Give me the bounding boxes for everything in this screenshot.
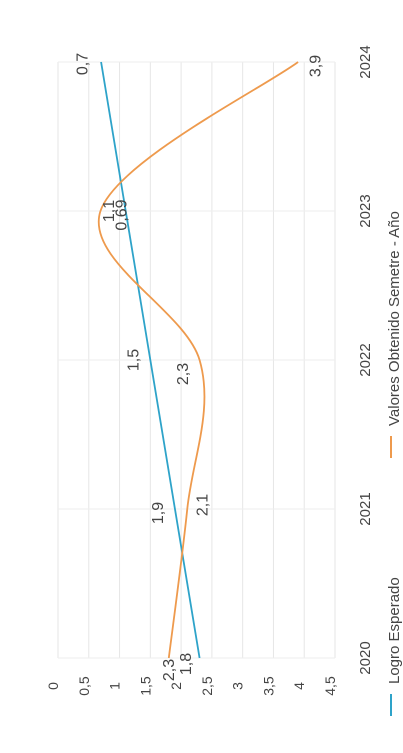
value-tick-label: 0: [45, 682, 61, 690]
value-tick-label: 2: [168, 682, 184, 690]
data-label: 2,3: [161, 659, 178, 681]
value-tick-label: 4: [291, 682, 307, 690]
legend-label: Valores Obtenido Semetre - Año: [386, 211, 403, 426]
value-tick-label: 1,5: [137, 676, 153, 696]
year-tick-label: 2023: [357, 194, 374, 227]
legend-label: Logro Esperado: [386, 577, 403, 684]
data-label: 0,7: [74, 53, 91, 75]
value-tick-label: 0,5: [76, 676, 92, 696]
legend: Logro Esperado Valores Obtenido Semetre -…: [386, 211, 403, 716]
value-tick-label: 3: [230, 682, 246, 690]
data-label: 2,1: [194, 494, 211, 516]
series-line-logro-esperado: [100, 61, 201, 659]
grid: [57, 61, 336, 659]
value-tick-label: 2,5: [199, 676, 215, 696]
year-tick-label: 2022: [357, 343, 374, 376]
value-tick-label: 1: [107, 682, 123, 690]
data-label: 3,9: [307, 55, 324, 77]
value-tick-label: 3,5: [260, 676, 276, 696]
data-label: 1,8: [178, 653, 195, 675]
year-tick-label: 2024: [357, 45, 374, 78]
series-lines: [97, 61, 299, 659]
year-tick-label: 2020: [357, 641, 374, 674]
data-label: 2,3: [175, 363, 192, 385]
data-label: 0,69: [114, 199, 131, 230]
series-line-valores-obtenidos: [97, 61, 299, 659]
value-tick-label: 4,5: [322, 676, 338, 696]
data-labels: 2,3 1,9 1,5 1,1 0,7 1,8 2,1 2,3 0,69 3,9: [74, 53, 324, 681]
data-label: 1,5: [126, 349, 143, 371]
year-tick-label: 2021: [357, 492, 374, 525]
data-label: 1,9: [150, 502, 167, 524]
tick-labels: 0 0,5 1 1,5 2 2,5 3 3,5 4 4,5 2020 2021 2022 2023 2024: [45, 45, 374, 695]
data-label: 1,1: [101, 200, 118, 222]
